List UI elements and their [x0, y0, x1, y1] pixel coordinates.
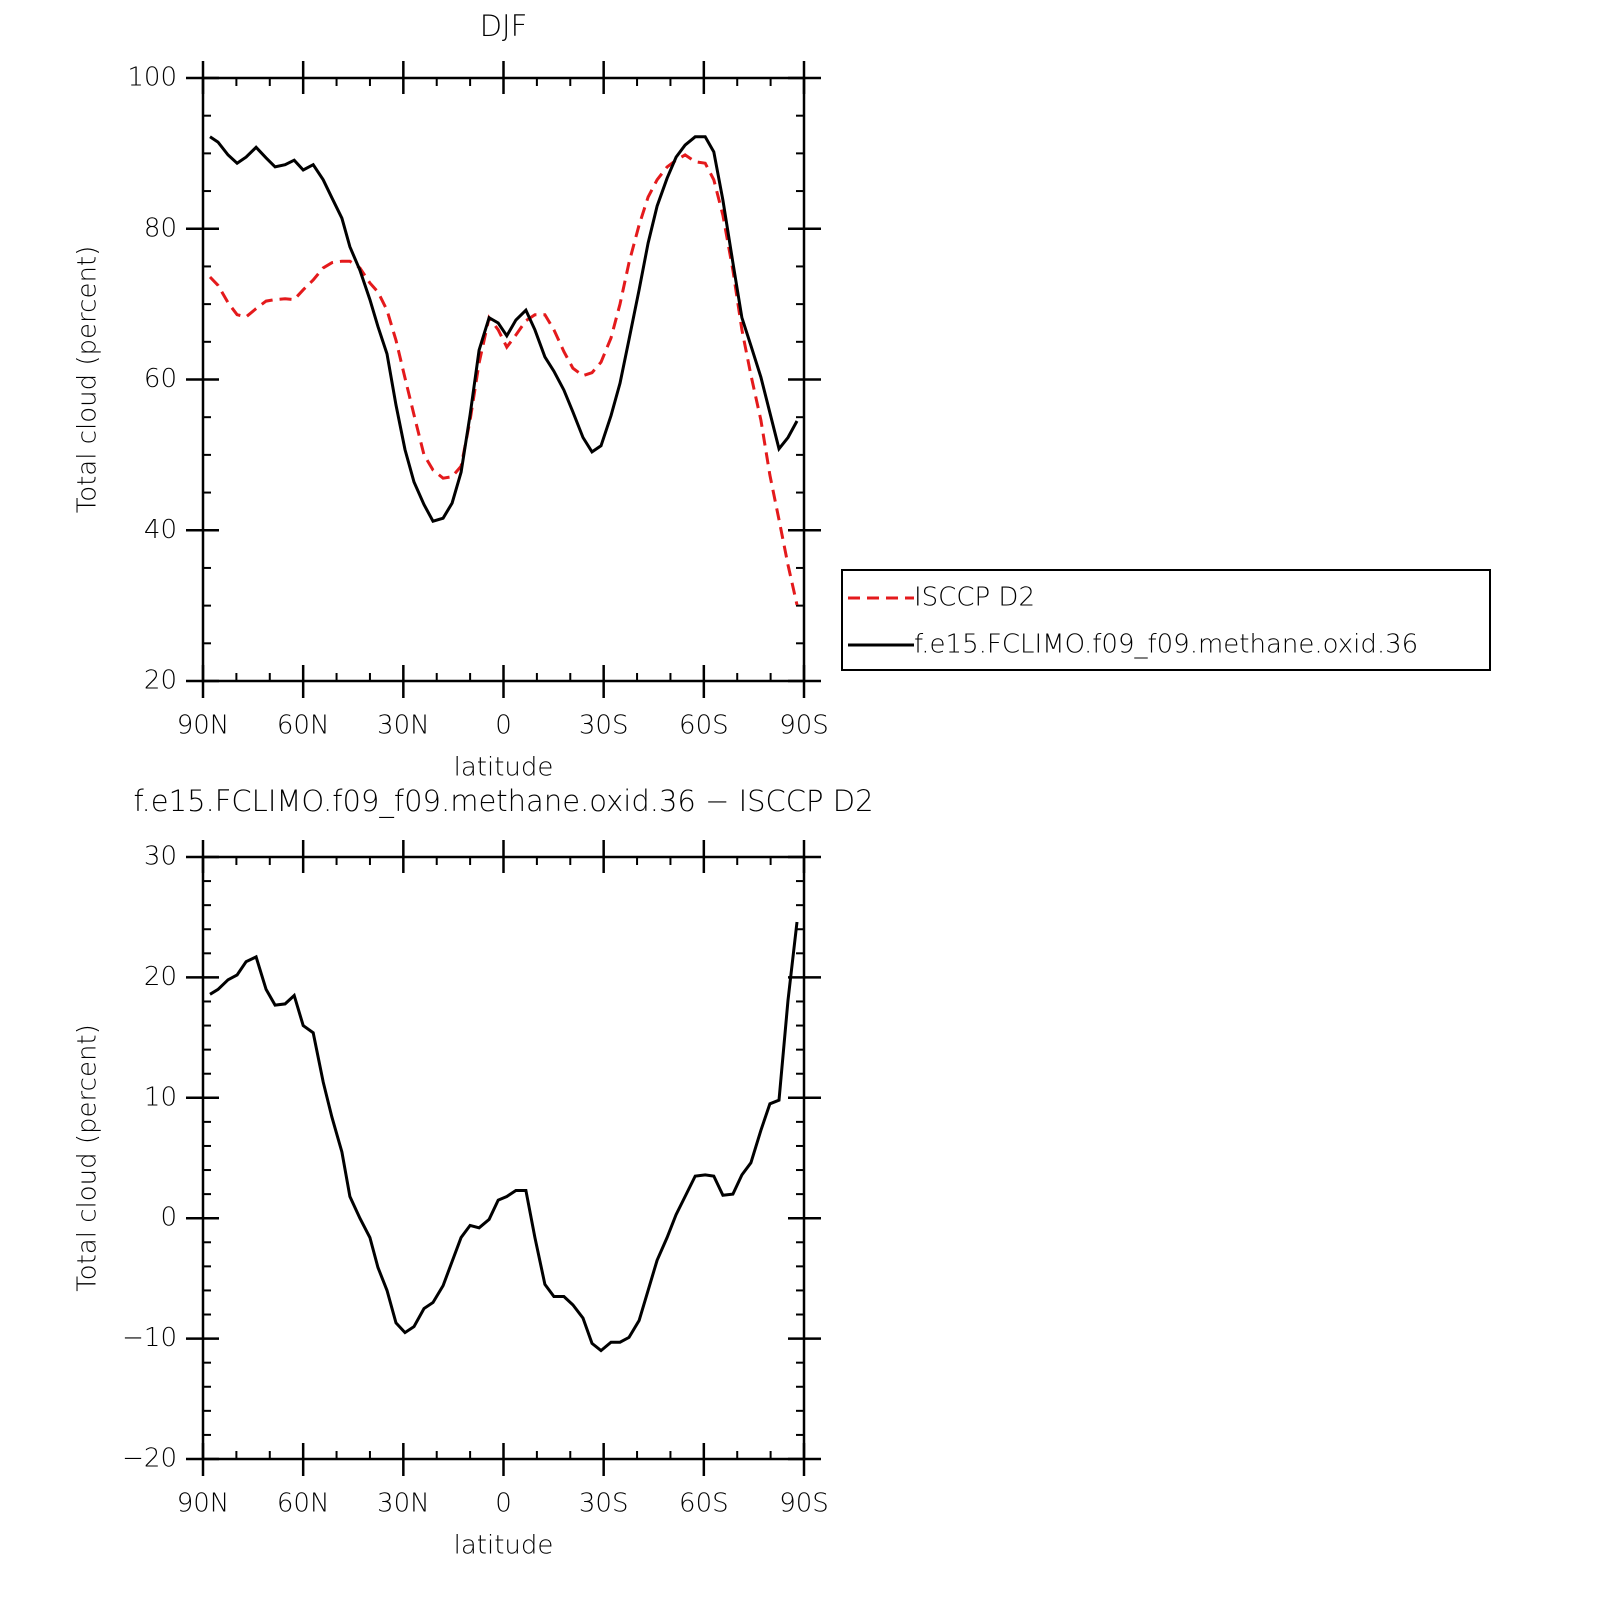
y-tick-label: 0: [160, 1203, 177, 1233]
y-axis-label: Total cloud (percent): [73, 246, 103, 514]
x-tick-label: 0: [495, 1489, 512, 1519]
x-tick-label: 30S: [579, 711, 629, 741]
y-tick-label: 80: [144, 213, 177, 243]
y-tick-label: 100: [127, 63, 177, 93]
x-axis-label: latitude: [454, 753, 554, 783]
y-tick-label: 40: [144, 515, 177, 545]
x-tick-label: 60S: [679, 1489, 729, 1519]
y-axis-label: Total cloud (percent): [73, 1024, 103, 1292]
y-tick-label: −10: [122, 1323, 177, 1353]
x-tick-label: 90N: [177, 1489, 230, 1519]
plot-frame: [201, 76, 806, 683]
x-tick-label: 60N: [277, 711, 330, 741]
plot-frame: [201, 855, 806, 1461]
x-tick-label: 90S: [779, 711, 829, 741]
chart-title: f.e15.FCLIMO.f09_f09.methane.oxid.36 − I…: [133, 784, 873, 819]
x-tick-label: 90S: [779, 1489, 829, 1519]
legend-label: ISCCP D2: [914, 583, 1035, 613]
y-tick-label: 20: [144, 962, 177, 992]
y-tick-label: 30: [144, 842, 177, 872]
x-tick-label: 30N: [377, 1489, 430, 1519]
chart-title: DJF: [480, 9, 528, 43]
legend-label: f.e15.FCLIMO.f09_f09.methane.oxid.36: [914, 630, 1418, 660]
x-tick-label: 90N: [177, 711, 230, 741]
x-axis-label: latitude: [454, 1531, 554, 1561]
x-tick-label: 30S: [579, 1489, 629, 1519]
data-line: [209, 135, 799, 523]
x-tick-label: 60N: [277, 1489, 330, 1519]
y-tick-label: 60: [144, 364, 177, 394]
x-tick-label: 30N: [377, 711, 430, 741]
y-tick-label: 10: [144, 1082, 177, 1112]
y-tick-label: 20: [144, 666, 177, 696]
y-tick-label: −20: [122, 1444, 177, 1474]
legend-box: [841, 569, 1491, 671]
data-line: [209, 921, 799, 1353]
x-tick-label: 0: [495, 711, 512, 741]
data-line: [208, 153, 799, 606]
x-tick-label: 60S: [679, 711, 729, 741]
